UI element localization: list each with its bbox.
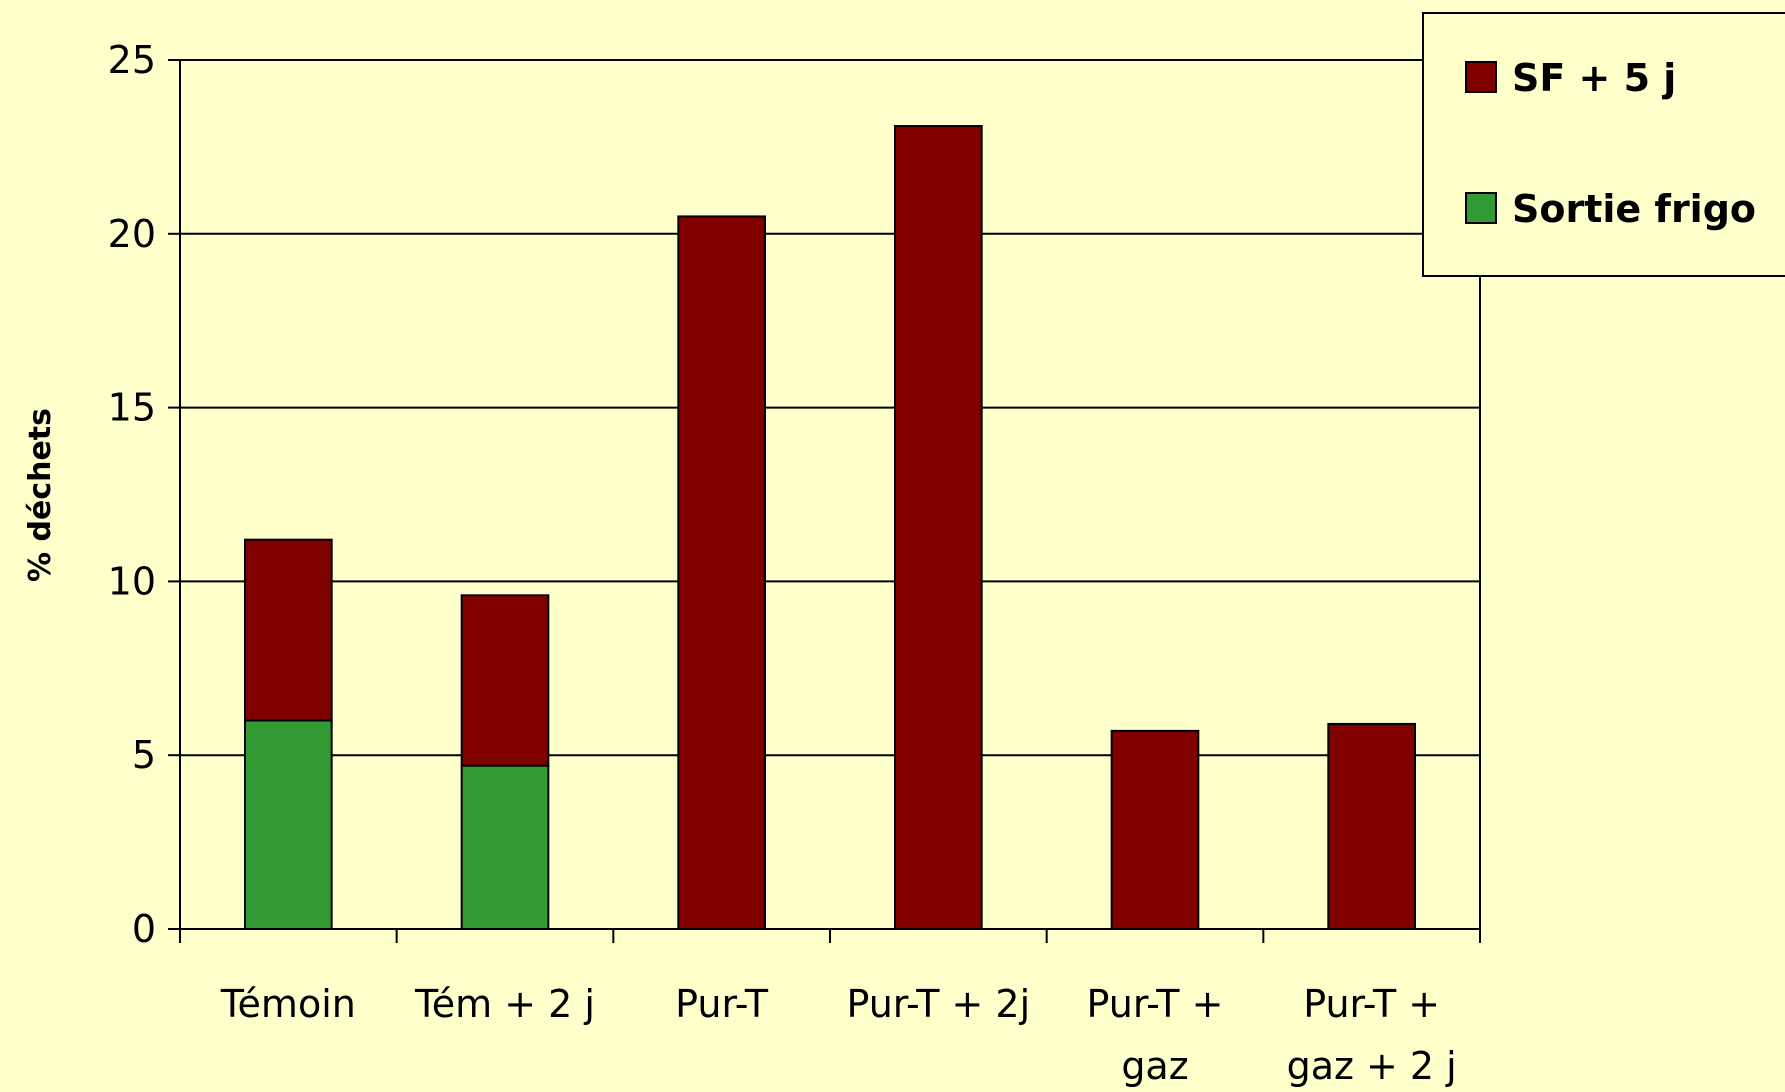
y-axis-label: % déchets	[23, 408, 58, 582]
bar-sf-5-j	[677, 215, 766, 931]
legend-label: Sortie frigo	[1512, 187, 1756, 231]
legend-swatch	[1465, 61, 1497, 93]
y-tick-label: 5	[132, 733, 156, 777]
bar-sortie-frigo	[244, 719, 333, 930]
y-tick-label: 25	[108, 38, 156, 82]
x-axis	[179, 928, 1481, 943]
gridlines	[180, 59, 1480, 757]
x-tick-label: Pur-T +	[1303, 982, 1440, 1026]
x-tick-label: Pur-T +	[1087, 982, 1224, 1026]
bars	[244, 125, 1417, 931]
x-tick-label: gaz	[1121, 1044, 1188, 1088]
bar-sf-5-j	[1327, 722, 1417, 931]
legend-label: SF + 5 j	[1512, 56, 1676, 100]
x-tick-label: Pur-T	[675, 982, 769, 1026]
legend-box	[1422, 12, 1785, 277]
bar-sf-5-j	[894, 125, 983, 930]
x-tick-label: Témoin	[220, 982, 356, 1026]
y-tick-label: 15	[108, 386, 156, 430]
x-tick-label: Tém + 2 j	[414, 982, 595, 1026]
x-tick-label: Pur-T + 2j	[846, 982, 1030, 1026]
bar-sf-5-j	[460, 594, 550, 767]
y-tick-label: 20	[108, 212, 156, 256]
bar-sf-5-j	[244, 538, 333, 722]
y-tick-label: 0	[132, 907, 156, 951]
legend: SF + 5 j Sortie frigo	[1422, 12, 1785, 277]
x-tick-labels: Témoin Tém + 2 j Pur-T Pur-T + 2j Pur-T + gaz…	[220, 982, 1457, 1088]
bar-sf-5-j	[1110, 729, 1200, 930]
x-tick-label: gaz + 2 j	[1287, 1044, 1457, 1088]
y-tick-label: 10	[108, 559, 156, 603]
bar-sortie-frigo	[460, 764, 550, 930]
legend-swatch	[1465, 192, 1497, 224]
